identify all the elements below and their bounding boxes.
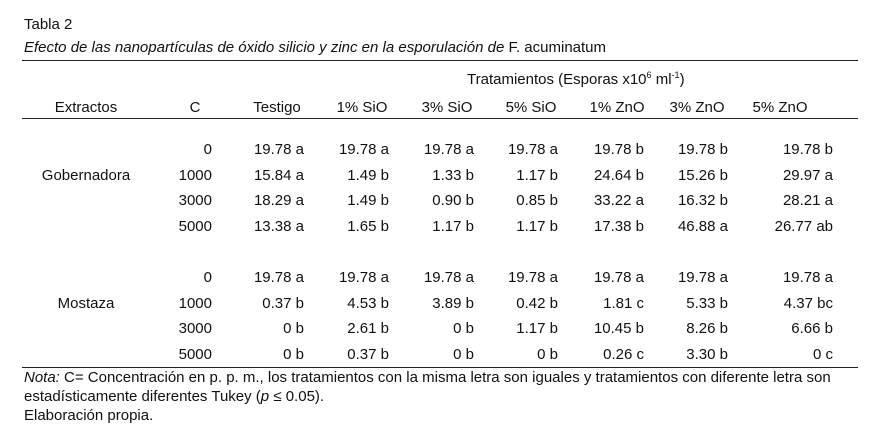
cell: 1.17 b <box>516 320 558 337</box>
note-source: Elaboración propia. <box>24 407 154 424</box>
cell: 19.78 a <box>782 269 833 286</box>
concentration: 3000 <box>178 320 212 337</box>
cell: 19.78 a <box>423 141 474 158</box>
note-p: p <box>260 388 270 405</box>
cell: 10.45 b <box>593 320 644 337</box>
cell: 2.61 b <box>347 320 389 337</box>
group-name: Gobernadora <box>41 166 131 184</box>
cell: 19.78 a <box>338 141 389 158</box>
cell: 19.78 a <box>593 269 644 286</box>
cell: 17.38 b <box>593 217 644 235</box>
cell: 0.37 b <box>262 294 304 312</box>
cell: 19.78 a <box>338 269 389 286</box>
rule <box>22 367 858 368</box>
cell: 26.77 ab <box>774 217 833 235</box>
cell: 8.26 b <box>686 320 728 337</box>
cell: 15.26 b <box>677 166 728 184</box>
species: F. acuminatum <box>508 39 607 56</box>
column-header: 1% SiO <box>336 99 388 116</box>
cell: 0.90 b <box>432 192 474 209</box>
cell: 0 b <box>283 345 304 363</box>
cell: 19.78 a <box>507 141 558 158</box>
cell: 4.53 b <box>347 294 389 312</box>
cell: 0.42 b <box>516 294 558 312</box>
group-heading: Tratamientos (Esporas x106 ml-1) <box>467 71 685 89</box>
concentration: 5000 <box>178 345 212 363</box>
concentration: 0 <box>203 269 212 286</box>
cell: 1.49 b <box>347 166 389 184</box>
cell: 0.85 b <box>516 192 558 209</box>
cell: 4.37 bc <box>783 294 833 312</box>
note: Nota: C= Concentración en p. p. m., los … <box>24 368 858 425</box>
cell: 19.78 a <box>253 269 304 286</box>
note-text: C= Concentración en p. p. m., los tratam… <box>24 369 831 405</box>
cell: 3.89 b <box>432 294 474 312</box>
cell: 18.29 a <box>253 192 304 209</box>
cell: 19.78 b <box>677 141 728 158</box>
column-header: Extractos <box>54 99 118 116</box>
cell: 24.64 b <box>593 166 644 184</box>
cell: 1.65 b <box>347 217 389 235</box>
cell: 1.17 b <box>516 166 558 184</box>
column-header: 5% ZnO <box>752 99 808 116</box>
note-end: ≤ 0.05). <box>273 388 325 405</box>
title: Tabla 2 <box>24 16 73 33</box>
cell: 0.37 b <box>347 345 389 363</box>
column-header: 5% SiO <box>505 99 557 116</box>
cell: 5.33 b <box>686 294 728 312</box>
concentration: 5000 <box>178 217 212 235</box>
close: ) <box>679 71 685 88</box>
cell: 0 b <box>453 320 474 337</box>
unit: ml <box>655 71 672 88</box>
cell: 0 b <box>453 345 474 363</box>
cell: 6.66 b <box>791 320 833 337</box>
concentration: 3000 <box>178 192 212 209</box>
cell: 19.78 a <box>423 269 474 286</box>
group-name: Mostaza <box>57 294 115 312</box>
column-header: C <box>189 99 201 116</box>
sup: -1 <box>671 70 680 80</box>
cell: 15.84 a <box>253 166 304 184</box>
note-label: Nota: <box>24 369 60 386</box>
cell: 1.49 b <box>347 192 389 209</box>
column-header: 3% SiO <box>421 99 473 116</box>
cell: 33.22 a <box>593 192 644 209</box>
cell: 0.26 c <box>603 345 644 363</box>
cell: 3.30 b <box>686 345 728 363</box>
column-header: 1% ZnO <box>589 99 645 116</box>
cell: 0 c <box>812 345 833 363</box>
cell: 19.78 b <box>782 141 833 158</box>
cell: 19.78 a <box>507 269 558 286</box>
cell: 1.81 c <box>603 294 644 312</box>
cell: 0 b <box>283 320 304 337</box>
cell: 28.21 a <box>782 192 833 209</box>
concentration: 0 <box>203 141 212 158</box>
cell: 19.78 a <box>253 141 304 158</box>
cell: 1.17 b <box>516 217 558 235</box>
cell: 0 b <box>537 345 558 363</box>
heading-text: Tratamientos (Esporas x10 <box>467 71 647 88</box>
subtitle: Efecto de las nanopartículas de óxido si… <box>24 39 606 57</box>
rule <box>22 60 858 61</box>
cell: 13.38 a <box>253 217 304 235</box>
subtitle-text: Efecto de las nanopartículas de óxido si… <box>24 39 505 56</box>
cell: 19.78 a <box>677 269 728 286</box>
column-header: Testigo <box>253 99 301 116</box>
cell: 16.32 b <box>677 192 728 209</box>
rule <box>22 118 858 119</box>
concentration: 1000 <box>178 294 212 312</box>
concentration: 1000 <box>178 166 212 184</box>
cell: 46.88 a <box>677 217 728 235</box>
cell: 1.17 b <box>432 217 474 235</box>
cell: 1.33 b <box>432 166 474 184</box>
cell: 19.78 b <box>593 141 644 158</box>
column-header: 3% ZnO <box>669 99 725 116</box>
sup: 6 <box>646 70 652 80</box>
cell: 29.97 a <box>782 166 833 184</box>
